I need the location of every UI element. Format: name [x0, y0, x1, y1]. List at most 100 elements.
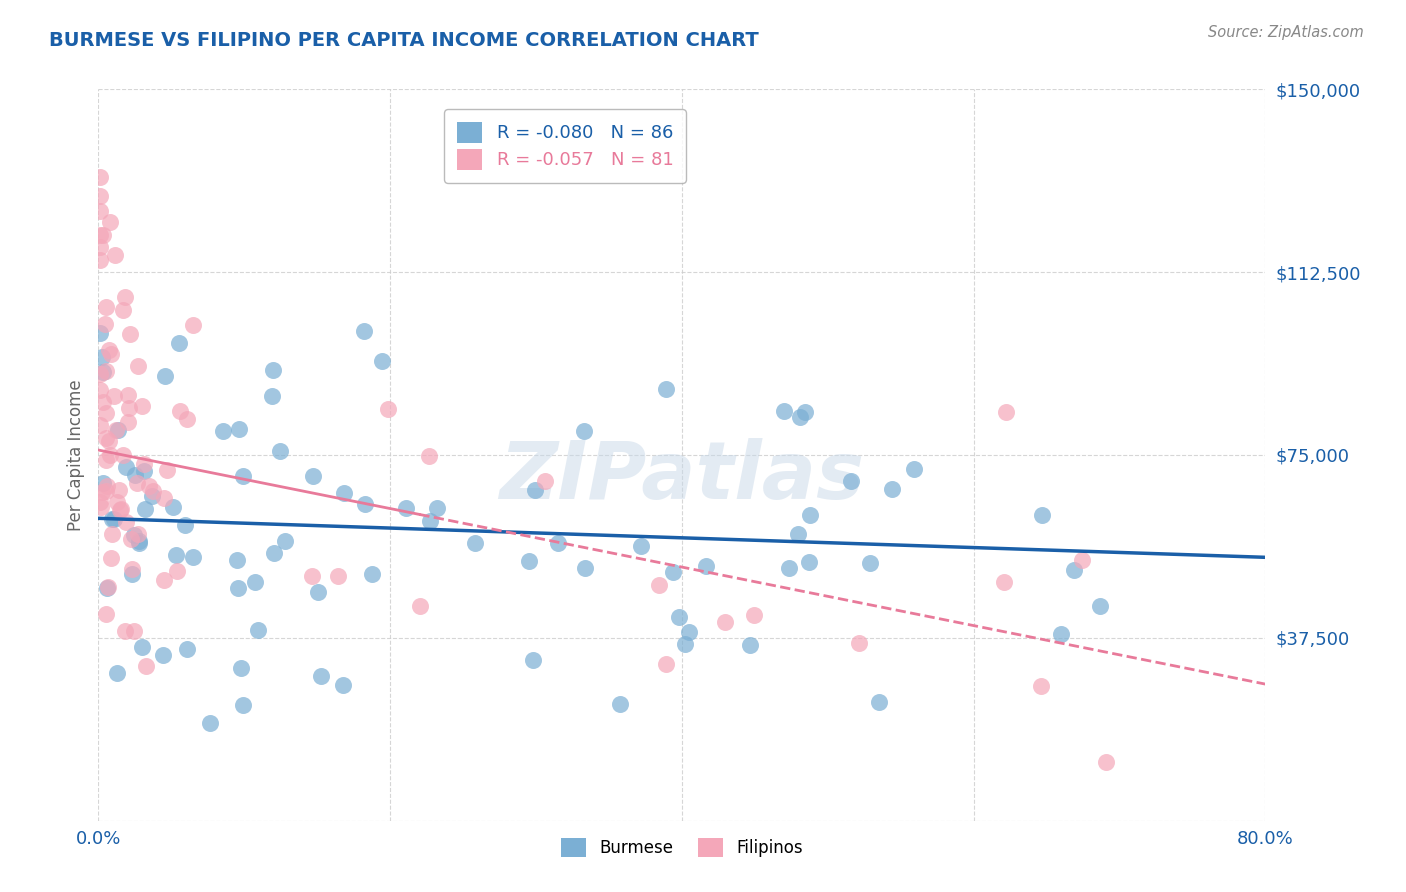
Point — [1063, 563, 1085, 577]
Point — [121, 562, 143, 576]
Point — [522, 653, 544, 667]
Point — [90, 500, 112, 515]
Point — [464, 536, 486, 550]
Point — [135, 659, 157, 673]
Point — [96, 479, 118, 493]
Point — [117, 415, 139, 429]
Point — [695, 559, 717, 574]
Point — [609, 697, 631, 711]
Point — [169, 404, 191, 418]
Point — [301, 569, 323, 583]
Point — [655, 383, 678, 397]
Point — [141, 489, 163, 503]
Point — [1071, 553, 1094, 567]
Point — [789, 410, 811, 425]
Point — [675, 637, 697, 651]
Point — [162, 500, 184, 515]
Point — [89, 383, 111, 397]
Point — [269, 444, 291, 458]
Point — [89, 228, 111, 243]
Point — [114, 290, 136, 304]
Point — [89, 326, 111, 340]
Point — [228, 422, 250, 436]
Point — [371, 353, 394, 368]
Point — [108, 503, 131, 517]
Point — [105, 665, 128, 680]
Point — [534, 474, 557, 488]
Point — [96, 581, 118, 595]
Point — [243, 574, 266, 589]
Point — [181, 318, 204, 332]
Point — [94, 300, 117, 314]
Point — [263, 546, 285, 560]
Point — [547, 536, 569, 550]
Point — [100, 347, 122, 361]
Point — [176, 412, 198, 426]
Point — [176, 641, 198, 656]
Point — [714, 615, 737, 629]
Point — [353, 497, 375, 511]
Point — [799, 555, 821, 569]
Point — [630, 540, 652, 554]
Point — [89, 240, 111, 254]
Point — [131, 640, 153, 655]
Point — [101, 511, 124, 525]
Point — [1050, 626, 1073, 640]
Point — [232, 469, 254, 483]
Point — [128, 535, 150, 549]
Text: BURMESE VS FILIPINO PER CAPITA INCOME CORRELATION CHART: BURMESE VS FILIPINO PER CAPITA INCOME CO… — [49, 31, 759, 50]
Point — [302, 469, 325, 483]
Point — [517, 554, 540, 568]
Point — [1031, 508, 1053, 523]
Point — [169, 336, 191, 351]
Point — [260, 389, 283, 403]
Point — [787, 526, 810, 541]
Point — [94, 484, 117, 499]
Point — [105, 495, 128, 509]
Point — [307, 585, 329, 599]
Point — [166, 564, 188, 578]
Text: ZIPatlas: ZIPatlas — [499, 438, 865, 516]
Point — [89, 252, 111, 267]
Point — [98, 214, 121, 228]
Point — [165, 548, 187, 562]
Point — [118, 327, 141, 342]
Point — [94, 317, 117, 331]
Point — [361, 567, 384, 582]
Point — [678, 624, 700, 639]
Point — [1095, 755, 1118, 769]
Point — [183, 550, 205, 565]
Point — [153, 573, 176, 587]
Point — [115, 516, 138, 530]
Point — [426, 501, 449, 516]
Point — [246, 623, 269, 637]
Point — [100, 550, 122, 565]
Point — [377, 402, 399, 417]
Point — [333, 486, 356, 500]
Point — [152, 648, 174, 662]
Point — [124, 468, 146, 483]
Point — [127, 359, 149, 373]
Legend: Burmese, Filipinos: Burmese, Filipinos — [554, 831, 810, 863]
Point — [668, 610, 690, 624]
Point — [173, 518, 195, 533]
Point — [274, 533, 297, 548]
Point — [309, 669, 332, 683]
Point — [418, 449, 440, 463]
Point — [868, 695, 890, 709]
Point — [97, 343, 120, 357]
Point — [131, 399, 153, 413]
Point — [648, 577, 671, 591]
Point — [103, 512, 125, 526]
Point — [212, 424, 235, 438]
Point — [97, 434, 120, 449]
Text: Source: ZipAtlas.com: Source: ZipAtlas.com — [1208, 25, 1364, 40]
Point — [142, 483, 165, 498]
Point — [104, 423, 127, 437]
Point — [108, 483, 131, 497]
Point — [262, 362, 284, 376]
Point — [127, 527, 149, 541]
Point — [848, 636, 870, 650]
Point — [882, 482, 904, 496]
Point — [94, 607, 117, 621]
